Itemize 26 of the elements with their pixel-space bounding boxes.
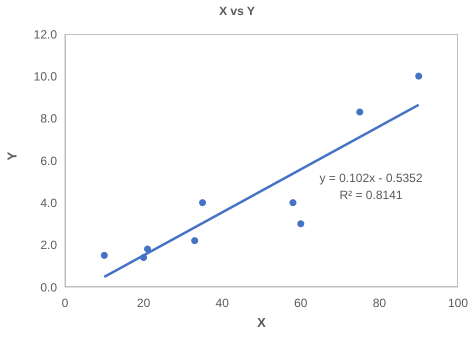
- point: [356, 108, 364, 116]
- x-axis-title: X: [257, 315, 266, 330]
- x-tick-label: 100: [448, 296, 468, 310]
- y-tick-label: 12.0: [34, 27, 58, 42]
- y-tick-label: 6.0: [40, 154, 58, 168]
- point: [415, 72, 422, 80]
- y-tick-label: 10.0: [34, 69, 58, 84]
- x-tick-label: 0: [62, 296, 69, 310]
- y-tick-label: 0.0: [40, 280, 58, 294]
- y-tick-label: 8.0: [40, 112, 58, 126]
- y-tick-label: 2.0: [40, 238, 58, 252]
- y-axis-title: Y: [4, 152, 20, 160]
- point: [289, 199, 296, 206]
- point: [199, 199, 206, 206]
- chart-title: X vs Y: [218, 4, 256, 18]
- x-tick-label: 80: [372, 296, 386, 310]
- annotation: y = 0.102x - 0.5352: [318, 170, 424, 187]
- x-tick-label: 20: [136, 296, 151, 310]
- point: [297, 220, 304, 228]
- y-tick-label: 4.0: [40, 196, 58, 210]
- point: [144, 246, 152, 253]
- point: [100, 252, 108, 259]
- annotation: R² = 0.8141: [338, 187, 404, 204]
- x-tick-label: 60: [294, 296, 308, 310]
- x-tick-label: 40: [216, 296, 230, 310]
- point: [191, 237, 198, 244]
